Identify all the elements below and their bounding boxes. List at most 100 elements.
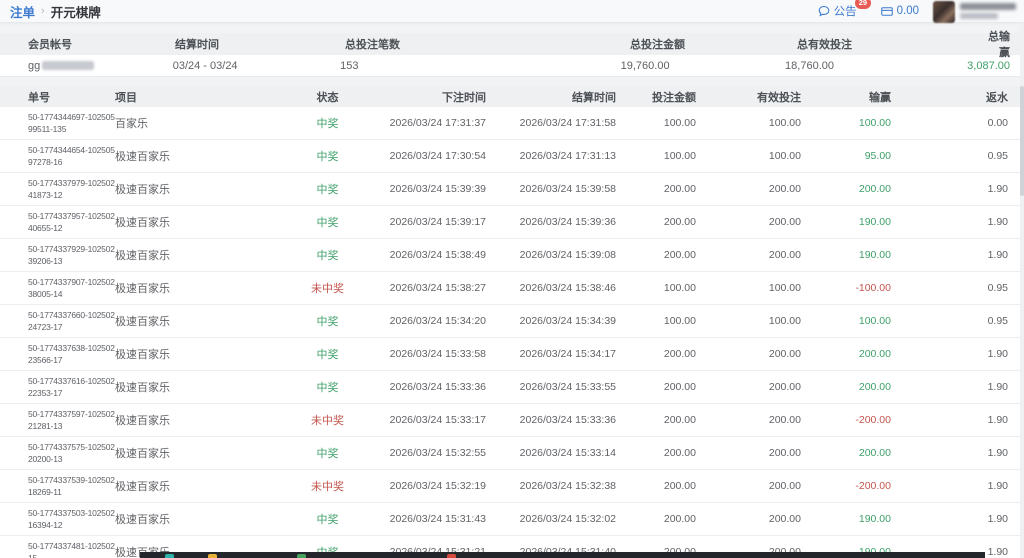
order-id: 50-1774337503-10250216394-12 <box>28 507 115 530</box>
header-order: 单号 <box>28 91 50 104</box>
scrollbar-thumb[interactable] <box>1020 86 1024 196</box>
summary-header-total-count: 总投注笔数 <box>345 39 400 51</box>
summary-header-account: 会员帐号 <box>28 39 72 51</box>
table-body: 50-1774344697-10250599511-135 百家乐 中奖 202… <box>0 107 1024 558</box>
taskbar-icon-teal[interactable] <box>165 554 174 558</box>
wallet-icon <box>880 6 893 16</box>
game-name: 百家乐 <box>115 118 148 130</box>
status-badge: 中奖 <box>316 316 339 328</box>
valid-amount: 100.00 <box>768 282 801 294</box>
winloss-amount: -200.00 <box>855 480 891 492</box>
valid-amount: 200.00 <box>768 414 801 426</box>
game-name: 极速百家乐 <box>115 250 170 262</box>
game-name: 极速百家乐 <box>115 382 170 394</box>
winloss-amount: -100.00 <box>855 282 891 294</box>
winloss-amount: 190.00 <box>858 216 891 228</box>
summary-header-row: 会员帐号 结算时间 总投注笔数 总投注金额 总有效投注 总输赢 <box>0 31 1024 59</box>
bet-time: 2026/03/24 15:33:17 <box>389 414 486 426</box>
order-id: 50-1774337597-10250221281-13 <box>28 408 115 431</box>
table-row: 50-1774337597-10250221281-13 极速百家乐 未中奖 2… <box>0 404 1024 437</box>
order-id: 50-1774337481-10250215 <box>28 540 115 558</box>
valid-amount: 100.00 <box>768 315 801 327</box>
order-id: 50-1774337638-10250223566-17 <box>28 342 115 365</box>
taskbar-icon-yellow[interactable] <box>208 554 217 558</box>
breadcrumb-bet-orders[interactable]: 注单 <box>10 5 36 20</box>
table-row: 50-1774337503-10250216394-12 极速百家乐 中奖 20… <box>0 503 1024 536</box>
summary-total-winloss: 3,087.00 <box>967 59 1010 72</box>
status-badge: 中奖 <box>316 151 339 163</box>
scrollbar-track[interactable] <box>1020 24 1024 558</box>
valid-amount: 200.00 <box>768 216 801 228</box>
rebate-amount: 1.90 <box>987 447 1008 459</box>
rebate-amount: 1.90 <box>987 381 1008 393</box>
rebate-amount: 0.00 <box>987 117 1008 129</box>
records-table: 单号 项目 状态 下注时间 结算时间 投注金额 有效投注 输赢 返水 50-17… <box>0 86 1024 558</box>
bet-amount: 200.00 <box>663 447 696 459</box>
valid-amount: 200.00 <box>768 381 801 393</box>
settle-time: 2026/03/24 17:31:13 <box>519 150 616 162</box>
taskbar-icon-green[interactable] <box>297 554 306 558</box>
bet-time: 2026/03/24 15:38:27 <box>389 282 486 294</box>
valid-amount: 200.00 <box>768 513 801 525</box>
rebate-amount: 1.90 <box>987 480 1008 492</box>
table-row: 50-1774337616-10250222353-17 极速百家乐 中奖 20… <box>0 371 1024 404</box>
bet-time: 2026/03/24 15:39:17 <box>389 216 486 228</box>
summary-header-total-valid: 总有效投注 <box>797 39 852 51</box>
status-badge: 中奖 <box>316 250 339 262</box>
winloss-amount: 200.00 <box>858 381 891 393</box>
settle-time: 2026/03/24 15:33:36 <box>519 414 616 426</box>
top-bar: 注单 › 开元棋牌 公告 29 0.00 <box>0 0 1024 23</box>
summary-total-count: 153 <box>340 59 359 72</box>
header-valid: 有效投注 <box>757 91 801 104</box>
game-name: 极速百家乐 <box>115 217 170 229</box>
table-row: 50-1774337638-10250223566-17 极速百家乐 中奖 20… <box>0 338 1024 371</box>
order-id: 50-1774337660-10250224723-17 <box>28 309 115 332</box>
bet-amount: 100.00 <box>663 315 696 327</box>
wallet-balance-button[interactable]: 0.00 <box>880 5 919 17</box>
status-badge: 未中奖 <box>311 415 344 427</box>
header-amount: 投注金额 <box>652 91 696 104</box>
user-menu[interactable] <box>933 0 1016 23</box>
summary-section: 会员帐号 结算时间 总投注笔数 总投注金额 总有效投注 总输赢 gg 03/24… <box>0 31 1024 77</box>
taskbar-icon-red[interactable] <box>447 554 456 558</box>
status-badge: 中奖 <box>316 382 339 394</box>
announcement-button[interactable]: 公告 29 <box>818 0 871 19</box>
game-name: 极速百家乐 <box>115 514 170 526</box>
rebate-amount: 0.95 <box>987 150 1008 162</box>
status-badge: 中奖 <box>316 118 339 130</box>
settle-time: 2026/03/24 17:31:58 <box>519 117 616 129</box>
bet-time: 2026/03/24 15:31:43 <box>389 513 486 525</box>
table-row: 50-1774337539-10250218269-11 极速百家乐 未中奖 2… <box>0 470 1024 503</box>
settle-time: 2026/03/24 15:33:14 <box>519 447 616 459</box>
avatar <box>933 0 955 23</box>
header-winloss: 输赢 <box>869 91 891 104</box>
order-id: 50-1774337616-10250222353-17 <box>28 375 115 398</box>
rebate-amount: 0.95 <box>987 282 1008 294</box>
breadcrumb-separator-icon: › <box>41 5 45 17</box>
bet-amount: 100.00 <box>663 282 696 294</box>
status-badge: 中奖 <box>316 514 339 526</box>
announcement-badge: 29 <box>855 0 871 9</box>
winloss-amount: -200.00 <box>855 414 891 426</box>
chat-bubble-icon <box>818 5 829 17</box>
winloss-amount: 200.00 <box>858 348 891 360</box>
summary-total-valid: 18,760.00 <box>785 59 834 72</box>
game-name: 极速百家乐 <box>115 415 170 427</box>
status-badge: 未中奖 <box>311 283 344 295</box>
settle-time: 2026/03/24 15:39:08 <box>519 249 616 261</box>
rebate-amount: 1.90 <box>987 513 1008 525</box>
rebate-amount: 1.90 <box>987 249 1008 261</box>
winloss-amount: 95.00 <box>864 150 891 162</box>
settle-time: 2026/03/24 15:32:02 <box>519 513 616 525</box>
settle-time: 2026/03/24 15:34:17 <box>519 348 616 360</box>
header-settle-time: 结算时间 <box>572 91 616 104</box>
wallet-amount: 0.00 <box>896 5 919 17</box>
breadcrumb: 注单 › 开元棋牌 <box>10 2 101 21</box>
winloss-amount: 200.00 <box>858 183 891 195</box>
status-badge: 中奖 <box>316 448 339 460</box>
bet-amount: 200.00 <box>663 348 696 360</box>
rebate-amount: 1.90 <box>987 183 1008 195</box>
valid-amount: 200.00 <box>768 447 801 459</box>
rebate-amount: 1.90 <box>987 546 1008 558</box>
